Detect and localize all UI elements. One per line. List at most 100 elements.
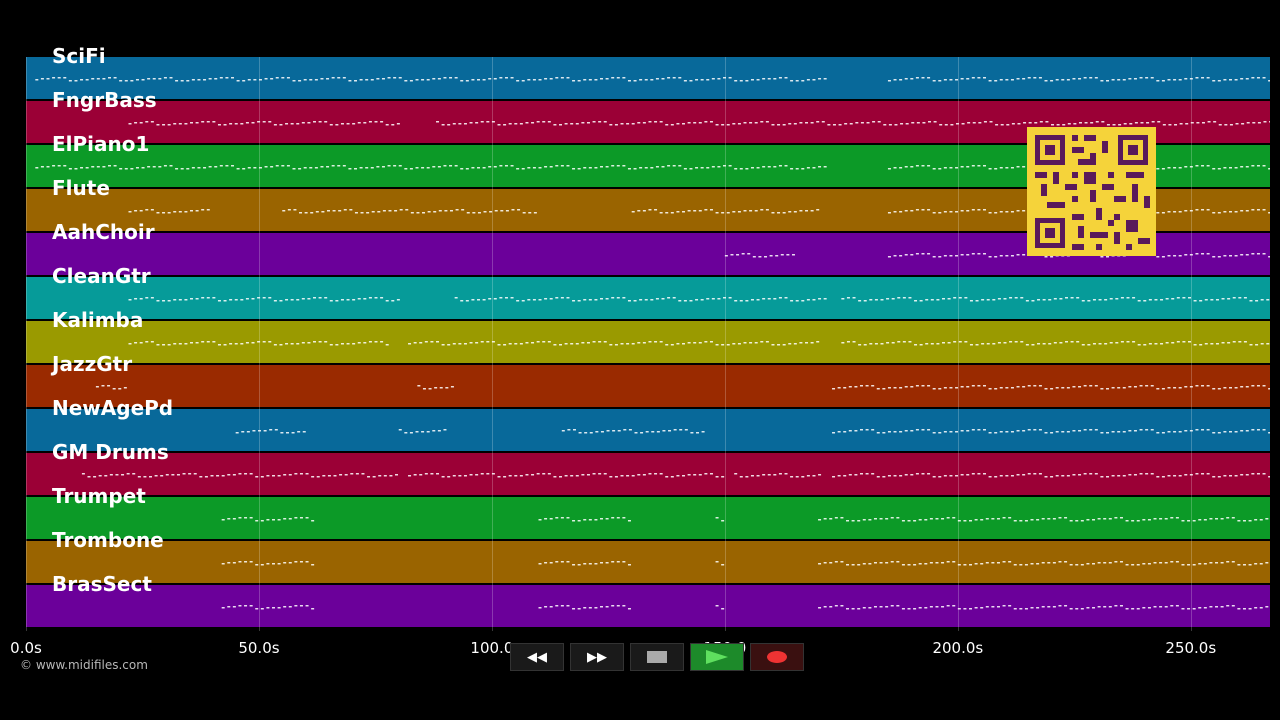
midi-note [1047,562,1051,564]
midi-note [383,475,387,477]
midi-note [380,121,384,123]
midi-note [890,517,894,519]
midi-note [1022,78,1026,80]
midi-note [290,343,294,345]
midi-note [178,343,182,345]
midi-note [627,168,631,170]
midi-note [879,562,883,564]
midi-note [715,517,719,519]
midi-note [1017,123,1021,125]
midi-note [471,167,475,169]
midi-note [1175,561,1179,563]
midi-note [887,212,891,214]
midi-note [859,429,863,431]
midi-note [1016,166,1020,168]
rewind-button[interactable]: ◀◀ [510,643,564,671]
midi-note [1231,517,1235,519]
midi-note [957,564,961,566]
midi-note [586,122,590,124]
midi-note [252,430,256,432]
midi-note [891,298,895,300]
midi-note [313,121,317,123]
midi-note [1100,388,1104,390]
midi-note [670,476,674,478]
midi-note [938,80,942,82]
midi-note [1215,562,1219,564]
midi-note [311,564,315,566]
grid-line [724,57,726,631]
midi-note [1259,607,1263,609]
midi-note [977,429,981,431]
midi-note [949,79,953,81]
midi-note [234,343,238,345]
track-lane[interactable]: Kalimba [26,308,1270,365]
midi-note [1092,299,1096,301]
midi-note [747,253,751,255]
midi-note [180,168,184,170]
midi-note [519,343,523,345]
midi-note [1228,255,1232,257]
midi-note [1201,385,1205,387]
midi-note [683,300,687,302]
midi-note [544,606,548,608]
midi-note [900,123,904,125]
midi-note [349,209,353,211]
midi-note [1176,297,1180,299]
midi-note [1108,562,1112,564]
midi-note [698,210,702,212]
midi-note [1108,606,1112,608]
midi-note [538,519,542,521]
midi-note [253,79,257,81]
midi-note [206,297,210,299]
midi-note [455,209,459,211]
midi-note [445,387,449,389]
track-lane[interactable]: CleanGtr [26,264,1270,321]
midi-note [927,473,931,475]
midi-note [1229,124,1233,126]
midi-note [342,77,346,79]
midi-note [873,606,877,608]
midi-note [868,563,872,565]
midi-note [935,606,939,608]
midi-note [85,167,89,169]
midi-note [1181,564,1185,566]
grid-line [957,57,959,631]
midi-note [299,212,303,214]
midi-note [532,79,536,81]
midi-note [848,474,852,476]
midi-note [756,79,760,81]
midi-note [843,387,847,389]
midi-note [893,431,897,433]
midi-note [95,386,99,388]
midi-note [756,475,760,477]
midi-note [186,80,190,82]
fast-forward-button[interactable]: ▶▶ [570,643,624,671]
midi-note [219,165,223,167]
midi-note [318,297,322,299]
midi-note [665,212,669,214]
midi-note [35,79,39,81]
midi-note [1178,255,1182,257]
midi-note [952,517,956,519]
midi-note [1223,79,1227,81]
midi-note [1122,387,1126,389]
midi-note [1206,429,1210,431]
midi-note [150,121,154,123]
midi-note [145,209,149,211]
midi-note [458,475,462,477]
midi-note [544,518,548,520]
midi-note [145,341,149,343]
midi-note [288,518,292,520]
midi-note [620,343,624,345]
record-button[interactable] [750,643,804,671]
midi-note [862,563,866,565]
midi-note [676,211,680,213]
midi-note [996,606,1000,608]
midi-note [279,300,283,302]
midi-note [750,79,754,81]
midi-note [231,77,235,79]
midi-note [941,342,945,344]
play-button[interactable] [690,643,744,671]
stop-button[interactable] [630,643,684,671]
midi-note [87,476,91,478]
